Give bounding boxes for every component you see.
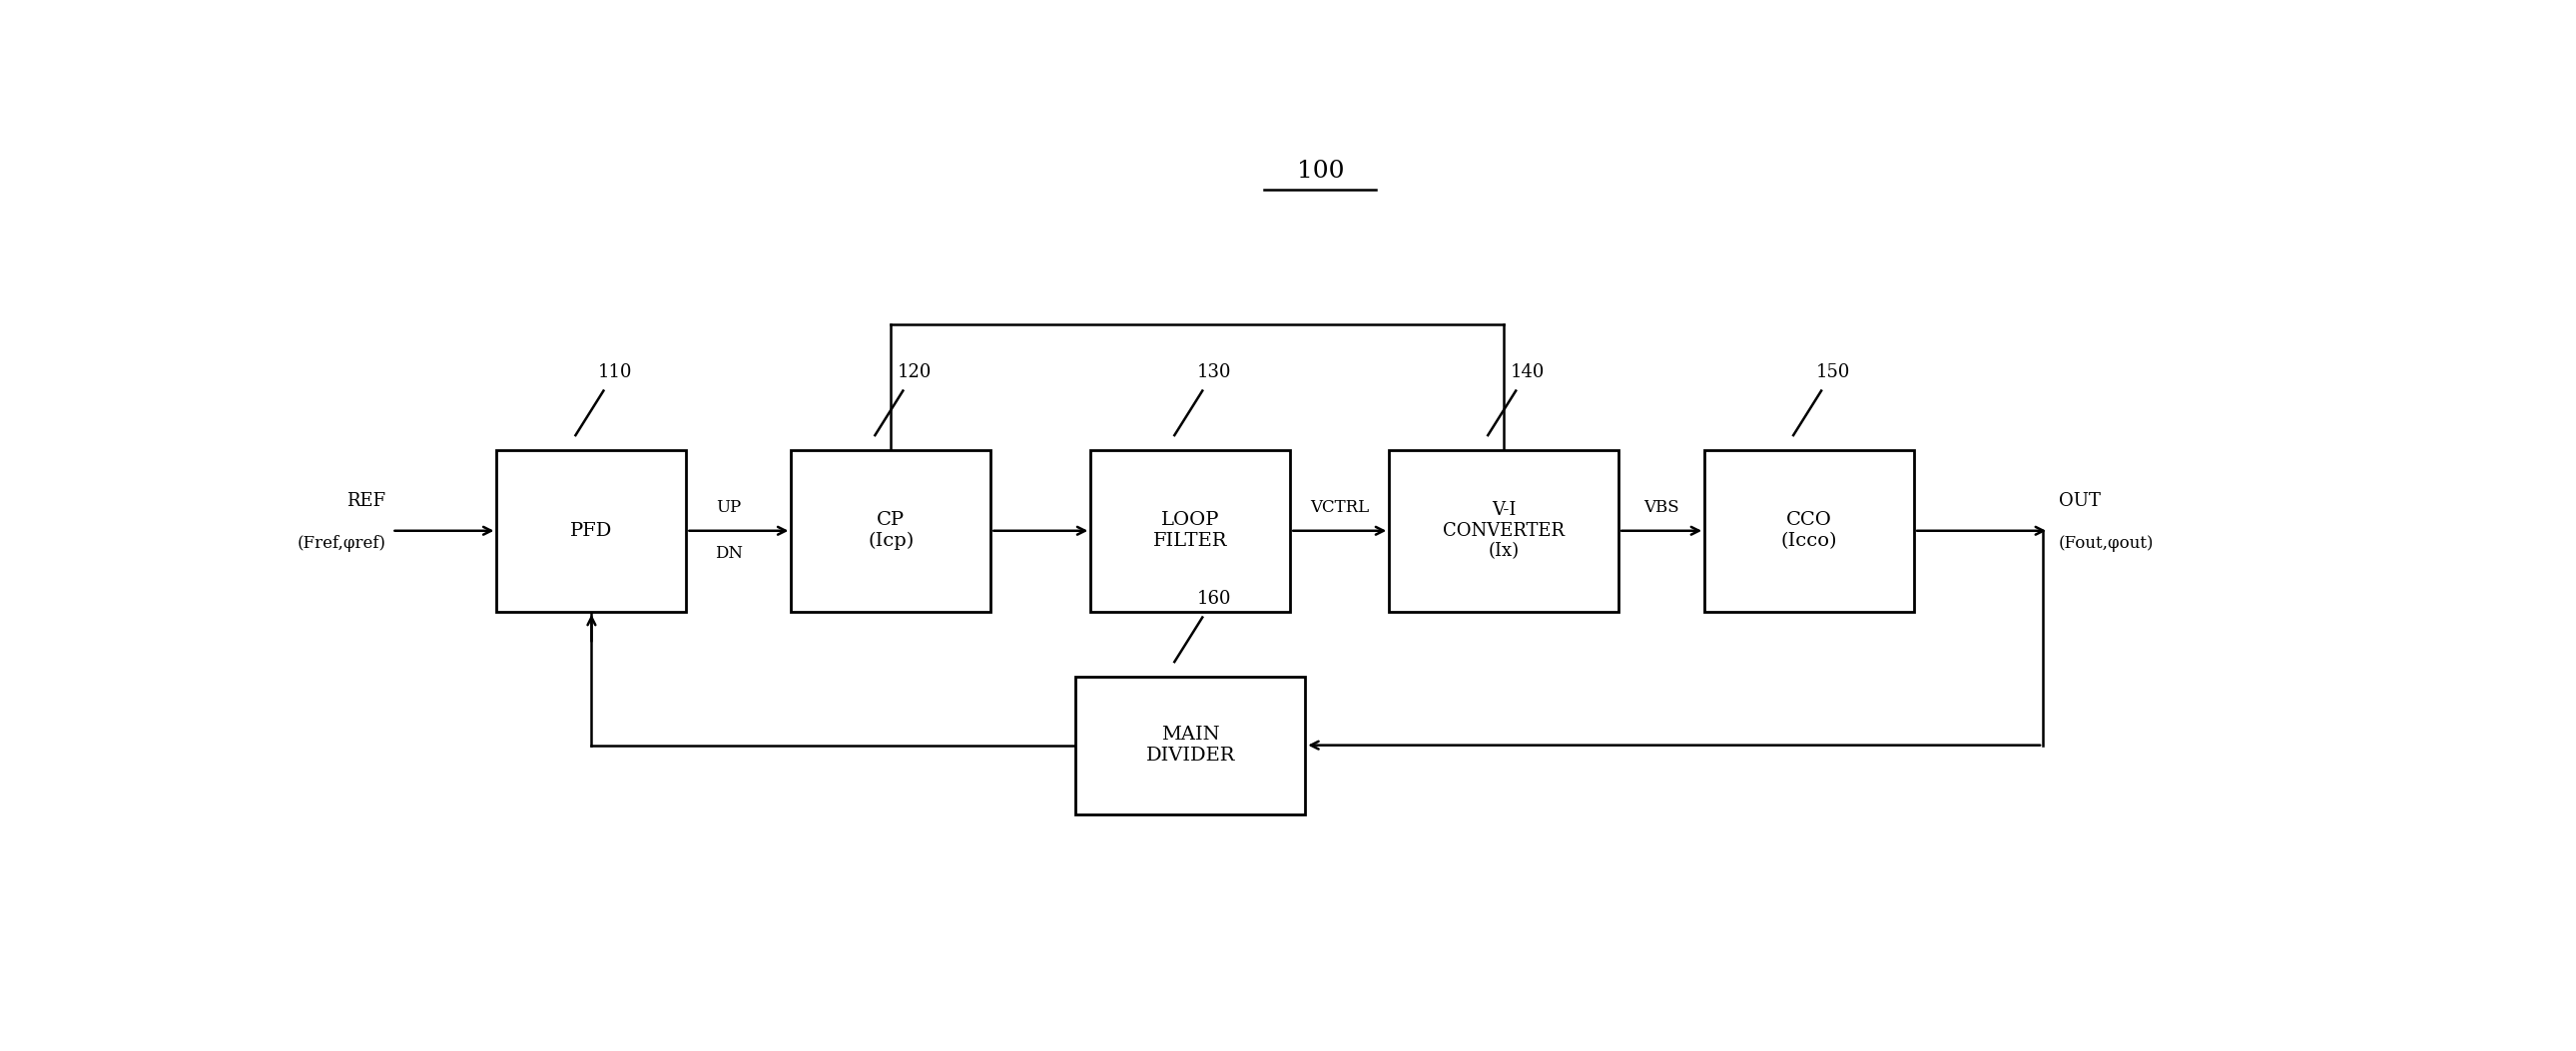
Bar: [1388, 450, 1618, 612]
Text: MAIN
DIVIDER: MAIN DIVIDER: [1146, 726, 1234, 764]
Text: 150: 150: [1816, 363, 1850, 382]
Text: 100: 100: [1296, 160, 1345, 183]
Bar: [791, 450, 992, 612]
Bar: [1090, 450, 1291, 612]
Text: V-I
CONVERTER
(Ix): V-I CONVERTER (Ix): [1443, 501, 1564, 560]
Text: 160: 160: [1198, 590, 1231, 607]
Text: VCTRL: VCTRL: [1311, 499, 1370, 516]
Text: 140: 140: [1510, 363, 1546, 382]
Text: (Fref,φref): (Fref,φref): [296, 535, 386, 552]
Text: LOOP
FILTER: LOOP FILTER: [1154, 512, 1229, 550]
Text: (Fout,φout): (Fout,φout): [2058, 535, 2154, 552]
Bar: [497, 450, 685, 612]
Text: DN: DN: [714, 545, 742, 562]
Text: CCO
(Icco): CCO (Icco): [1780, 512, 1837, 550]
Text: 110: 110: [598, 363, 634, 382]
Text: 130: 130: [1198, 363, 1231, 382]
Text: REF: REF: [348, 493, 386, 511]
Text: 120: 120: [899, 363, 933, 382]
Text: OUT: OUT: [2058, 493, 2099, 511]
Text: CP
(Icp): CP (Icp): [868, 511, 914, 551]
Text: UP: UP: [716, 499, 742, 516]
Bar: [1077, 677, 1306, 813]
Text: VBS: VBS: [1643, 499, 1680, 516]
Bar: [1705, 450, 1914, 612]
Text: PFD: PFD: [569, 521, 613, 540]
